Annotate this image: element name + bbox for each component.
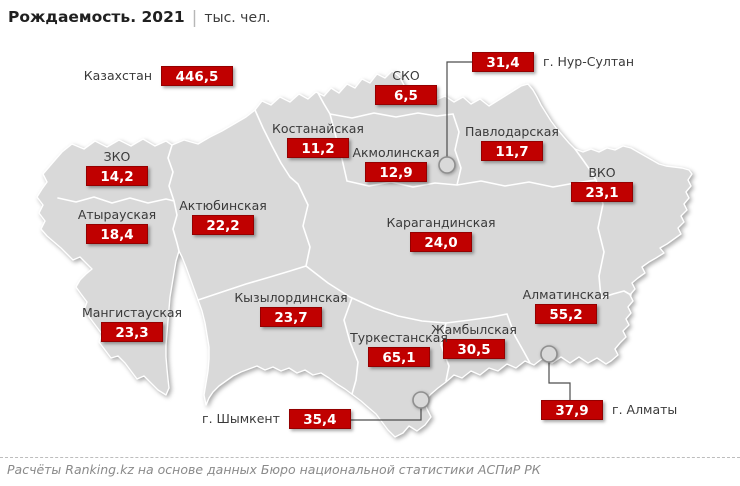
entry-mangystau: Мангистауская 23,3 bbox=[81, 305, 183, 342]
region-label-pavlodar: Павлодарская bbox=[465, 124, 559, 139]
entry-pavlodar: Павлодарская 11,7 bbox=[464, 124, 560, 161]
footer-divider bbox=[0, 457, 740, 458]
city-marker-nur-sultan bbox=[438, 156, 456, 174]
entry-kostanay: Костанайская 11,2 bbox=[270, 121, 366, 158]
region-label-sko: СКО bbox=[392, 68, 420, 83]
entry-sko: СКО 6,5 bbox=[358, 68, 454, 105]
city-label-almaty-city: г. Алматы bbox=[612, 402, 678, 417]
city-marker-shymkent bbox=[412, 391, 430, 409]
entry-kazakhstan: Казахстан 446,5 bbox=[80, 66, 233, 86]
city-marker-almaty bbox=[540, 345, 558, 363]
region-label-karaganda: Карагандинская bbox=[386, 215, 496, 230]
value-badge-akmola: 12,9 bbox=[365, 162, 427, 182]
city-label-nur-sultan: г. Нур-Султан bbox=[543, 54, 634, 69]
region-label-kostanay: Костанайская bbox=[272, 121, 364, 136]
entry-vko: ВКО 23,1 bbox=[554, 165, 650, 202]
entry-zhambyl: Жамбылская 30,5 bbox=[426, 322, 522, 359]
value-badge-sko: 6,5 bbox=[375, 85, 437, 105]
region-label-almaty-region: Алматинская bbox=[522, 287, 610, 302]
value-badge-almaty-city: 37,9 bbox=[541, 400, 603, 420]
region-label-mangystau: Мангистауская bbox=[81, 305, 183, 320]
region-label-kyzylorda: Кызылординская bbox=[234, 290, 348, 305]
value-badge-almaty-region: 55,2 bbox=[535, 304, 597, 324]
value-badge-mangystau: 23,3 bbox=[101, 322, 163, 342]
page-title: Рождаемость. 2021 | тыс. чел. bbox=[8, 7, 271, 28]
value-badge-kostanay: 11,2 bbox=[287, 138, 349, 158]
region-label-akmola: Акмолинская bbox=[352, 145, 440, 160]
entry-kyzylorda: Кызылординская 23,7 bbox=[234, 290, 348, 327]
entry-akmola: Акмолинская 12,9 bbox=[348, 145, 444, 182]
region-label-aktobe: Актюбинская bbox=[179, 198, 267, 213]
region-label-kazakhstan: Казахстан bbox=[83, 68, 152, 83]
region-label-zhambyl: Жамбылская bbox=[431, 322, 517, 337]
value-badge-turkestan: 65,1 bbox=[368, 347, 430, 367]
entry-almaty-region: Алматинская 55,2 bbox=[518, 287, 614, 324]
value-badge-kazakhstan: 446,5 bbox=[161, 66, 233, 86]
callout-line-almaty bbox=[548, 362, 571, 400]
region-label-atyrau: Атырауская bbox=[77, 207, 157, 222]
entry-turkestan: Туркестанская 65,1 bbox=[350, 330, 448, 367]
region-label-zko: ЗКО bbox=[103, 149, 131, 164]
region-label-turkestan: Туркестанская bbox=[350, 330, 448, 345]
entry-almaty-city: 37,9 г. Алматы bbox=[541, 400, 677, 420]
value-badge-zko: 14,2 bbox=[86, 166, 148, 186]
callout-line-nur-sultan bbox=[446, 61, 472, 157]
value-badge-atyrau: 18,4 bbox=[86, 224, 148, 244]
title-main: Рождаемость. 2021 bbox=[8, 8, 185, 26]
entry-atyrau: Атырауская 18,4 bbox=[69, 207, 165, 244]
value-badge-nur-sultan: 31,4 bbox=[472, 52, 534, 72]
value-badge-pavlodar: 11,7 bbox=[481, 141, 543, 161]
value-badge-zhambyl: 30,5 bbox=[443, 339, 505, 359]
title-separator: | bbox=[191, 8, 198, 28]
entry-zko: ЗКО 14,2 bbox=[69, 149, 165, 186]
value-badge-aktobe: 22,2 bbox=[192, 215, 254, 235]
entry-aktobe: Актюбинская 22,2 bbox=[175, 198, 271, 235]
title-unit: тыс. чел. bbox=[204, 10, 271, 26]
entry-karaganda: Карагандинская 24,0 bbox=[386, 215, 496, 252]
entry-nur-sultan: 31,4 г. Нур-Султан bbox=[472, 52, 634, 72]
callout-line-shymkent bbox=[344, 408, 422, 421]
value-badge-karaganda: 24,0 bbox=[410, 232, 472, 252]
source-note: Расчёты Ranking.kz на основе данных Бюро… bbox=[7, 462, 541, 477]
region-label-vko: ВКО bbox=[588, 165, 616, 180]
city-label-shymkent: г. Шымкент bbox=[202, 411, 280, 426]
value-badge-kyzylorda: 23,7 bbox=[260, 307, 322, 327]
entry-shymkent: г. Шымкент 35,4 bbox=[202, 409, 351, 429]
value-badge-shymkent: 35,4 bbox=[288, 409, 351, 429]
value-badge-vko: 23,1 bbox=[571, 182, 633, 202]
